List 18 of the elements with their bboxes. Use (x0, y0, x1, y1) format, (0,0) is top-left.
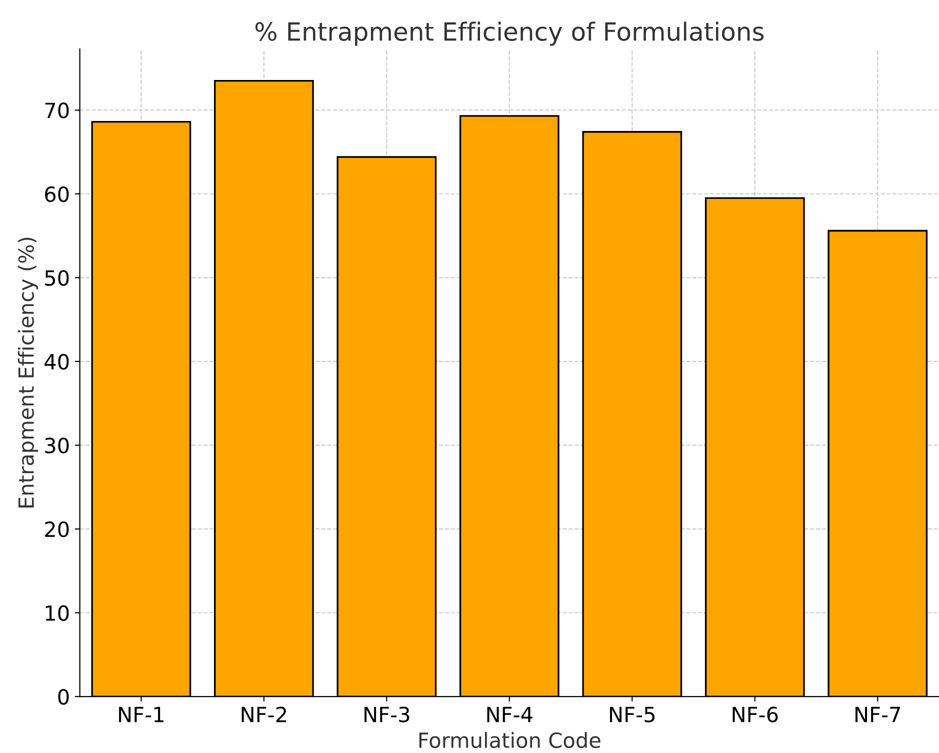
x-tick-label: NF-2 (242, 706, 286, 722)
x-tick-label: NF-6 (732, 706, 778, 722)
x-tick-label: NF-7 (856, 706, 900, 722)
y-tick-label: 40 (44, 354, 69, 370)
y-tick-label: 70 (45, 102, 69, 118)
x-tick-label: NF-3 (364, 706, 410, 722)
x-tick-label: NF-4 (487, 706, 532, 722)
y-tick-label: 10 (46, 605, 69, 621)
chart-title: % Entrapment Efficiency of Formulations (255, 22, 764, 46)
x-axis-title: Formulation Code (419, 732, 600, 748)
y-tick-label: 20 (45, 521, 69, 538)
x-tick-label: NF-1 (119, 706, 164, 722)
y-tick-label: 60 (45, 186, 69, 202)
y-tick-label: 50 (45, 270, 69, 286)
y-tick-label: 0 (58, 688, 69, 705)
y-tick-label: 30 (45, 438, 69, 454)
y-axis-title: Entrapment Efficiency (%) (18, 238, 38, 508)
x-tick-label: NF-5 (610, 706, 654, 722)
